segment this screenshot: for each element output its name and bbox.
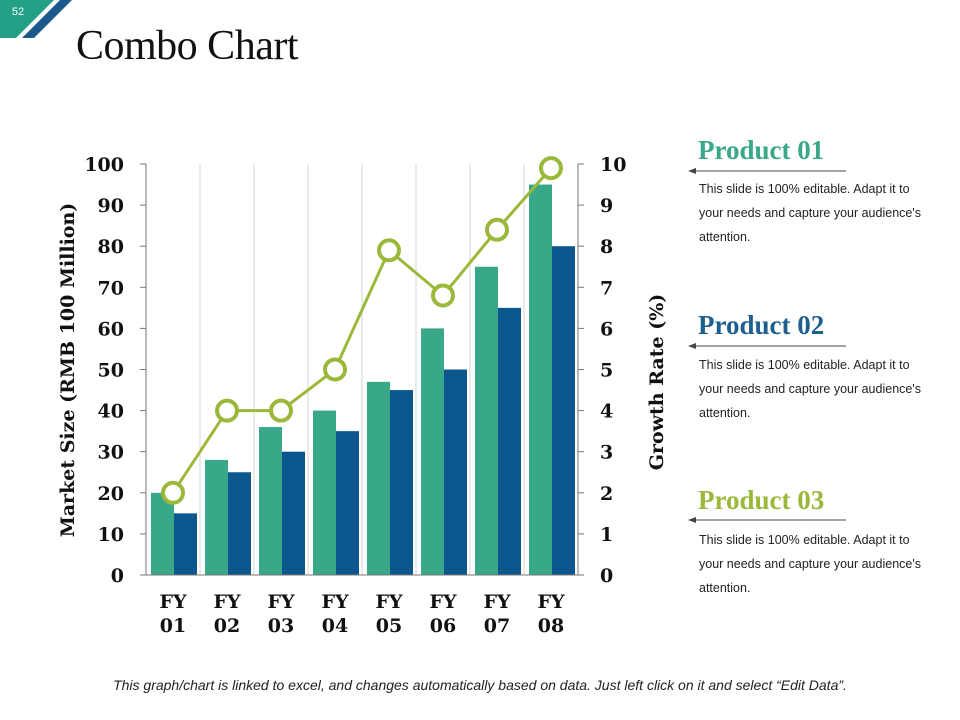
x-tick-label: FY 06	[429, 591, 456, 637]
product-03-description: This slide is 100% editable. Adapt it to…	[699, 533, 921, 595]
y-tick-label-right: 9	[600, 195, 613, 217]
x-tick-label: FY 07	[483, 591, 510, 637]
product-03-arrow-icon	[688, 517, 846, 523]
bar-series2-4	[336, 431, 359, 575]
y-tick-label-right: 5	[600, 360, 613, 382]
growth-point-3	[269, 398, 293, 423]
product-03-title: Product 03	[698, 485, 825, 515]
y-tick-label-right: 6	[600, 318, 613, 340]
bar-series2-5	[390, 390, 413, 575]
x-tick-label: FY 01	[159, 591, 186, 637]
bar-series1-7	[475, 266, 498, 575]
y-tick-label-left: 0	[111, 565, 124, 587]
growth-point-5	[377, 238, 401, 263]
corner-blue-shape	[22, 0, 72, 38]
bar-series1-8	[529, 184, 552, 576]
y-tick-label-left: 100	[84, 154, 124, 176]
bar-series1-2	[205, 459, 228, 575]
page-title: Combo Chart	[76, 23, 299, 69]
bar-series1-1	[151, 492, 174, 575]
bar-series2-2	[228, 472, 251, 575]
product-02-description: This slide is 100% editable. Adapt it to…	[699, 358, 921, 420]
y-tick-label-left: 90	[98, 195, 124, 217]
y-tick-label-right: 10	[600, 154, 626, 176]
growth-point-6	[431, 283, 455, 308]
bar-series2-3	[282, 451, 305, 575]
growth-point-2	[215, 398, 239, 423]
bar-series1-5	[367, 381, 390, 575]
corner-decoration	[0, 0, 72, 38]
y-tick-label-left: 20	[98, 483, 124, 505]
x-tick-label: FY 05	[375, 591, 402, 637]
bar-series1-6	[421, 328, 444, 575]
x-tick-label: FY 02	[213, 591, 240, 637]
y-tick-label-left: 70	[98, 277, 124, 299]
y-tick-label-right: 7	[600, 277, 613, 299]
y-tick-label-left: 40	[98, 401, 124, 423]
y-tick-label-right: 0	[600, 565, 613, 587]
bar-series1-3	[259, 427, 282, 575]
x-tick-label: FY 04	[321, 591, 348, 637]
corner-teal-shape	[0, 0, 54, 38]
footer-note: This graph/chart is linked to excel, and…	[113, 677, 847, 693]
y-axis-label-right: Growth Rate (%)	[646, 294, 668, 471]
y-tick-label-left: 50	[98, 360, 124, 382]
x-tick-label: FY 08	[537, 591, 564, 637]
bar-series2-7	[498, 307, 521, 575]
y-tick-label-right: 3	[600, 442, 613, 464]
y-tick-label-left: 60	[98, 318, 124, 340]
slide-number: 52	[11, 6, 25, 18]
bar-series1-4	[313, 410, 336, 575]
y-tick-label-right: 1	[600, 524, 613, 546]
x-tick-label: FY 03	[267, 591, 294, 637]
bar-series2-8	[552, 246, 575, 575]
product-01-title: Product 01	[698, 135, 825, 165]
growth-point-8	[539, 156, 563, 181]
y-tick-label-left: 30	[98, 442, 124, 464]
bar-series2-1	[174, 513, 197, 575]
y-tick-label-left: 10	[98, 524, 124, 546]
bar-series2-6	[444, 369, 467, 575]
y-tick-label-right: 2	[600, 483, 613, 505]
product-01-arrow-icon	[688, 168, 846, 174]
product-02-title: Product 02	[698, 310, 825, 340]
y-tick-label-right: 4	[600, 401, 613, 423]
chart-ticks: 0 10 20 30 40 50 60 70 80 90 100 0 1 2 3 4 5 6 7 8 9 10 FY 01 FY…	[84, 154, 626, 637]
product-01-description: This slide is 100% editable. Adapt it to…	[699, 182, 921, 244]
chart-grid	[145, 164, 579, 575]
y-tick-label-left: 80	[98, 236, 124, 258]
y-tick-label-right: 8	[600, 236, 613, 258]
growth-point-7	[485, 217, 509, 242]
chart-bars	[151, 184, 575, 576]
growth-point-4	[323, 357, 347, 382]
growth-line-layer	[161, 156, 563, 505]
growth-point-1	[161, 480, 185, 505]
y-axis-label-left: Market Size (RMB 100 Million)	[57, 203, 79, 538]
product-02-arrow-icon	[688, 343, 846, 349]
